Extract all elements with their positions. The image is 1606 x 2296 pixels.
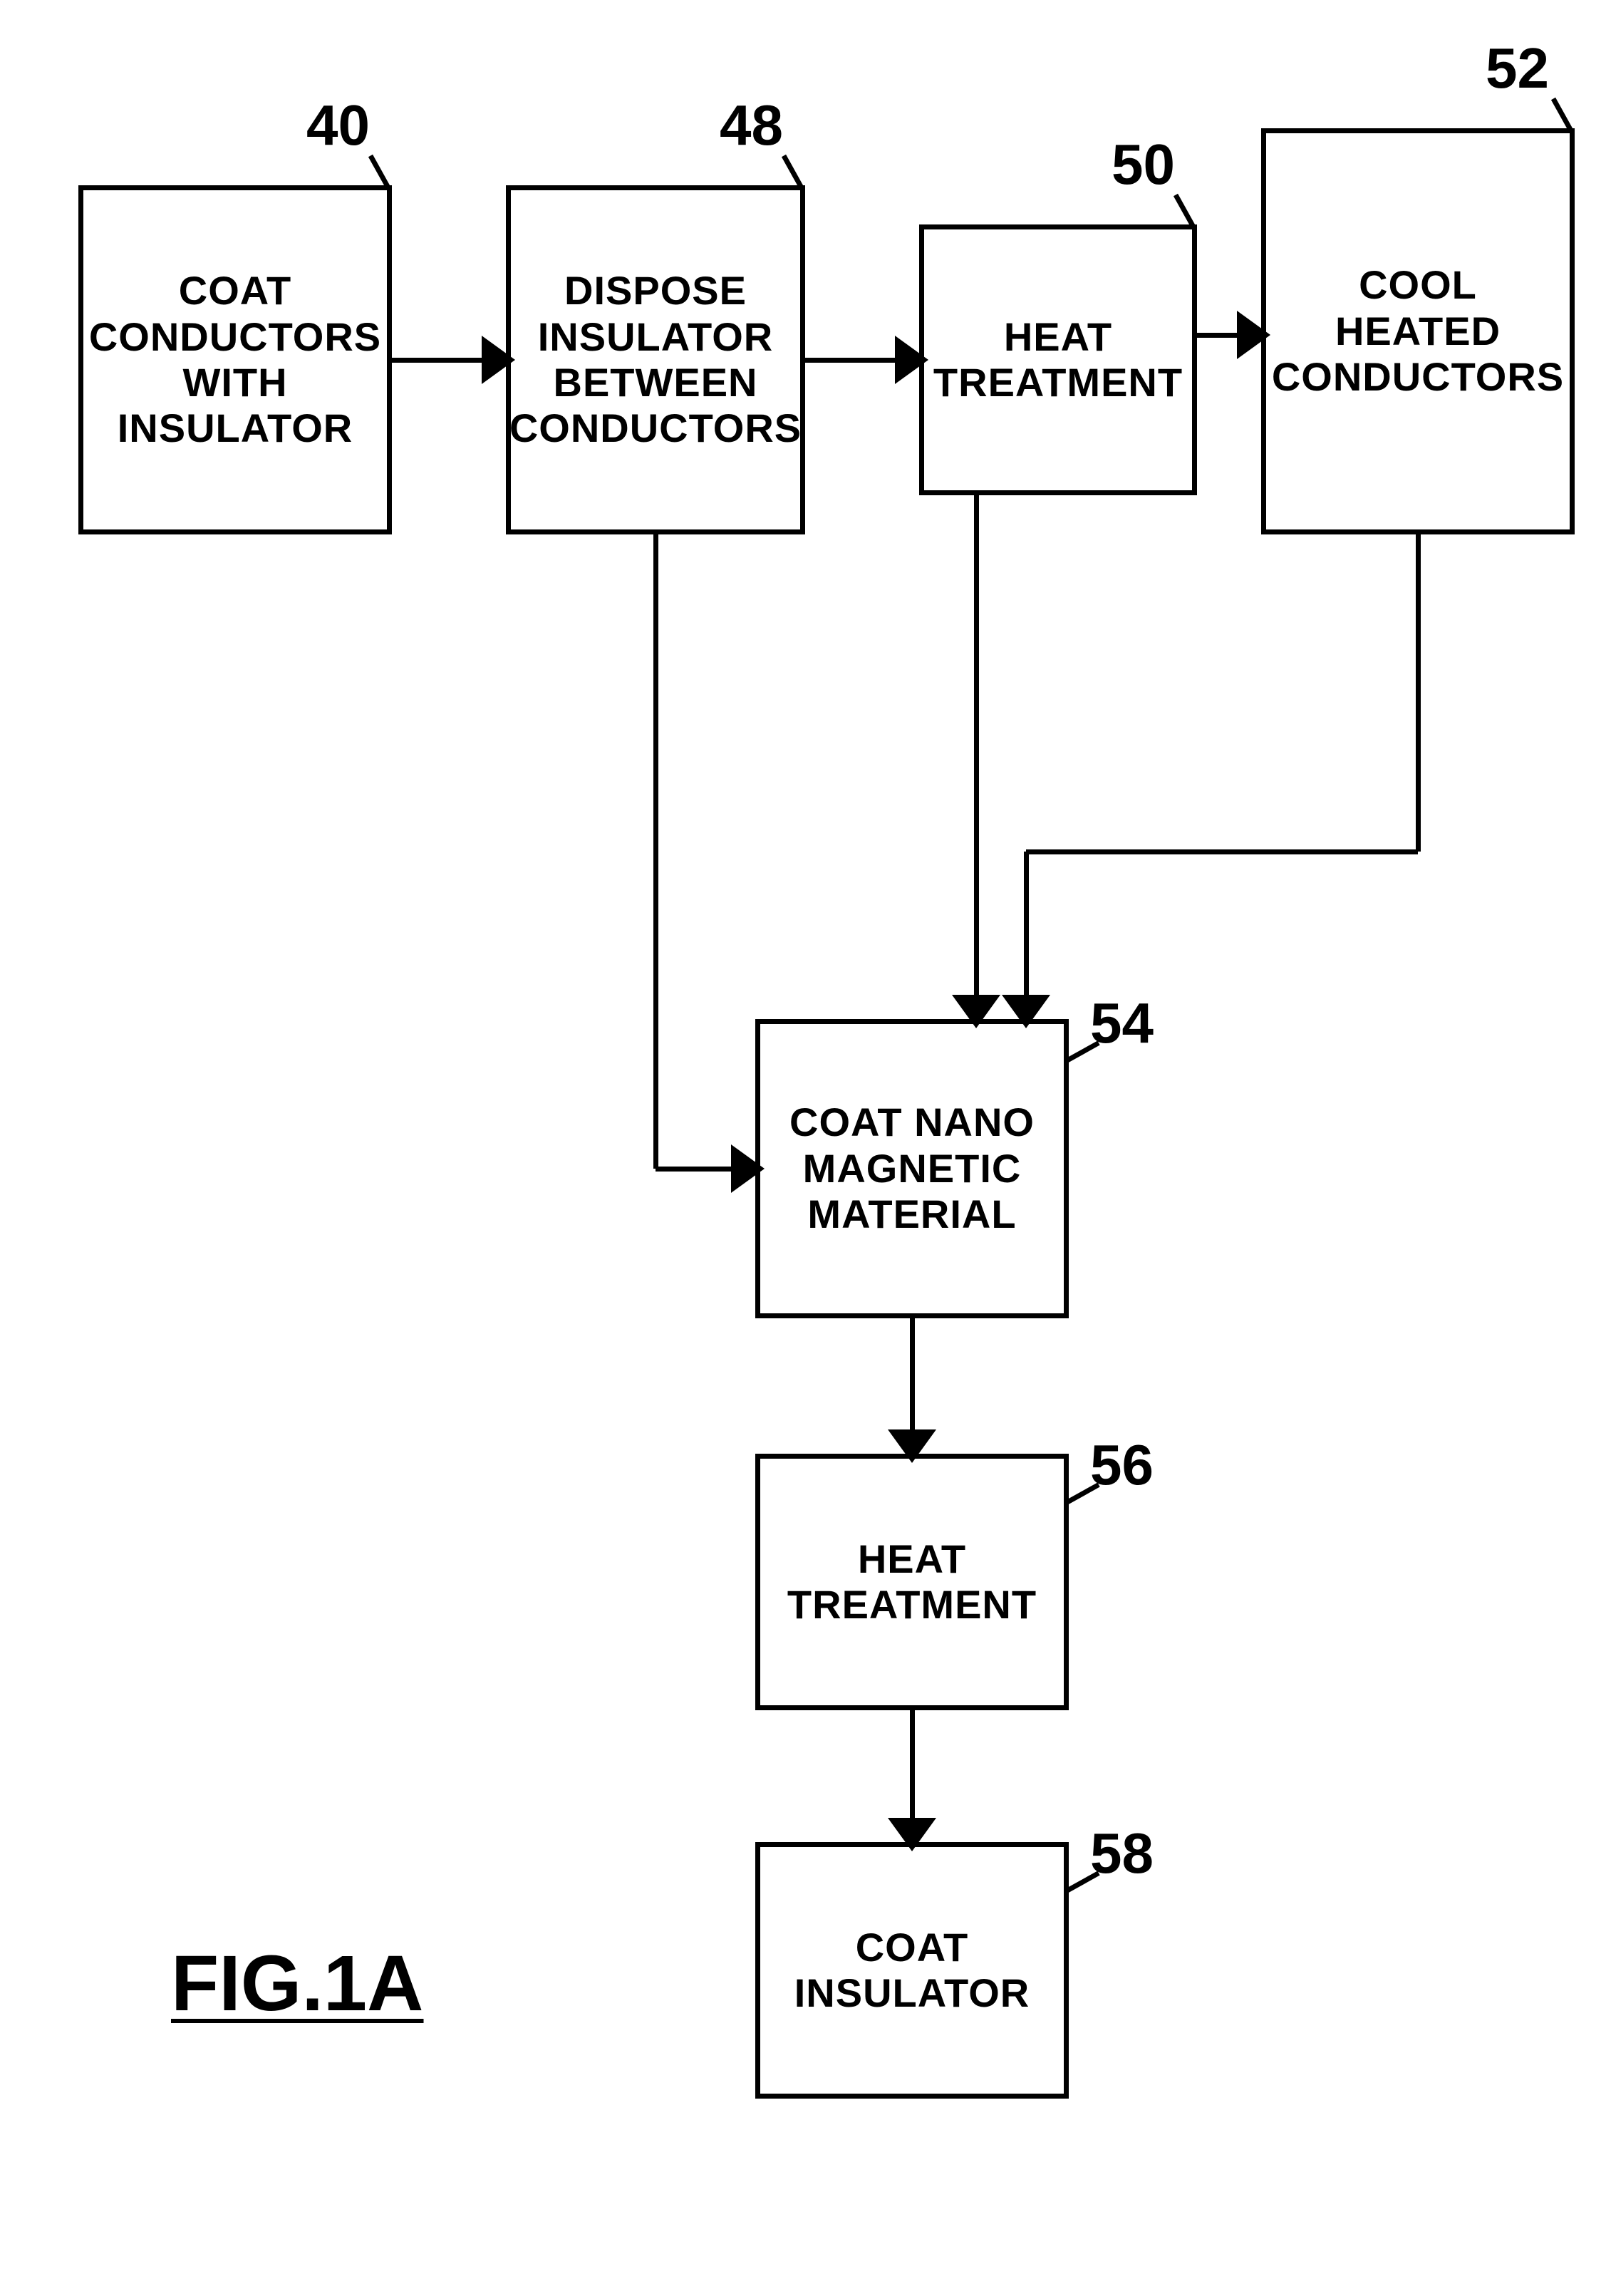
edge-segment — [656, 1167, 741, 1172]
edge-segment — [1024, 852, 1029, 1005]
edge-segment — [1416, 534, 1421, 852]
edge-segment — [910, 1318, 915, 1439]
ref-leader — [1551, 98, 1573, 132]
ref-number: 54 — [1090, 991, 1154, 1056]
edge-segment — [653, 534, 658, 1169]
arrow-head-icon — [952, 995, 1000, 1028]
edge-segment — [1026, 849, 1418, 854]
ref-leader — [368, 155, 390, 189]
arrow-head-icon — [888, 1818, 936, 1851]
flow-node-label: COOLHEATEDCONDUCTORS — [1272, 262, 1564, 400]
arrow-head-icon — [731, 1144, 765, 1193]
flow-node-label: COATCONDUCTORSWITHINSULATOR — [89, 268, 381, 452]
flow-node-n52: COOLHEATEDCONDUCTORS — [1261, 128, 1575, 534]
arrow-head-icon — [888, 1429, 936, 1463]
flow-node-n50: HEATTREATMENT — [919, 224, 1197, 495]
ref-number: 48 — [720, 93, 783, 158]
arrow-head-icon — [895, 336, 928, 384]
flow-node-n54: COAT NANOMAGNETICMATERIAL — [755, 1019, 1069, 1318]
ref-number: 56 — [1090, 1432, 1154, 1498]
flow-node-n56: HEATTREATMENT — [755, 1454, 1069, 1710]
edge-segment — [805, 358, 905, 363]
flow-node-label: COAT NANOMAGNETICMATERIAL — [789, 1100, 1035, 1237]
figure-label: FIG.1A — [171, 1938, 424, 2029]
flow-node-n58: COATINSULATOR — [755, 1842, 1069, 2099]
ref-number: 58 — [1090, 1821, 1154, 1886]
flow-node-n48: DISPOSEINSULATORBETWEENCONDUCTORS — [506, 185, 805, 534]
ref-leader — [782, 155, 804, 189]
edge-segment — [392, 358, 492, 363]
arrow-head-icon — [482, 336, 515, 384]
flow-node-label: COATINSULATOR — [794, 1925, 1030, 2017]
ref-number: 40 — [306, 93, 370, 158]
flow-node-label: HEATTREATMENT — [933, 314, 1183, 406]
ref-number: 50 — [1112, 132, 1175, 197]
flow-node-label: DISPOSEINSULATORBETWEENCONDUCTORS — [509, 268, 802, 452]
flow-node-label: HEATTREATMENT — [787, 1536, 1037, 1628]
ref-leader — [1174, 194, 1196, 228]
arrow-head-icon — [1237, 311, 1270, 359]
ref-number: 52 — [1486, 36, 1549, 101]
edge-segment — [974, 495, 979, 1005]
edge-segment — [910, 1710, 915, 1828]
arrow-head-icon — [1002, 995, 1050, 1028]
flow-node-n40: COATCONDUCTORSWITHINSULATOR — [78, 185, 392, 534]
